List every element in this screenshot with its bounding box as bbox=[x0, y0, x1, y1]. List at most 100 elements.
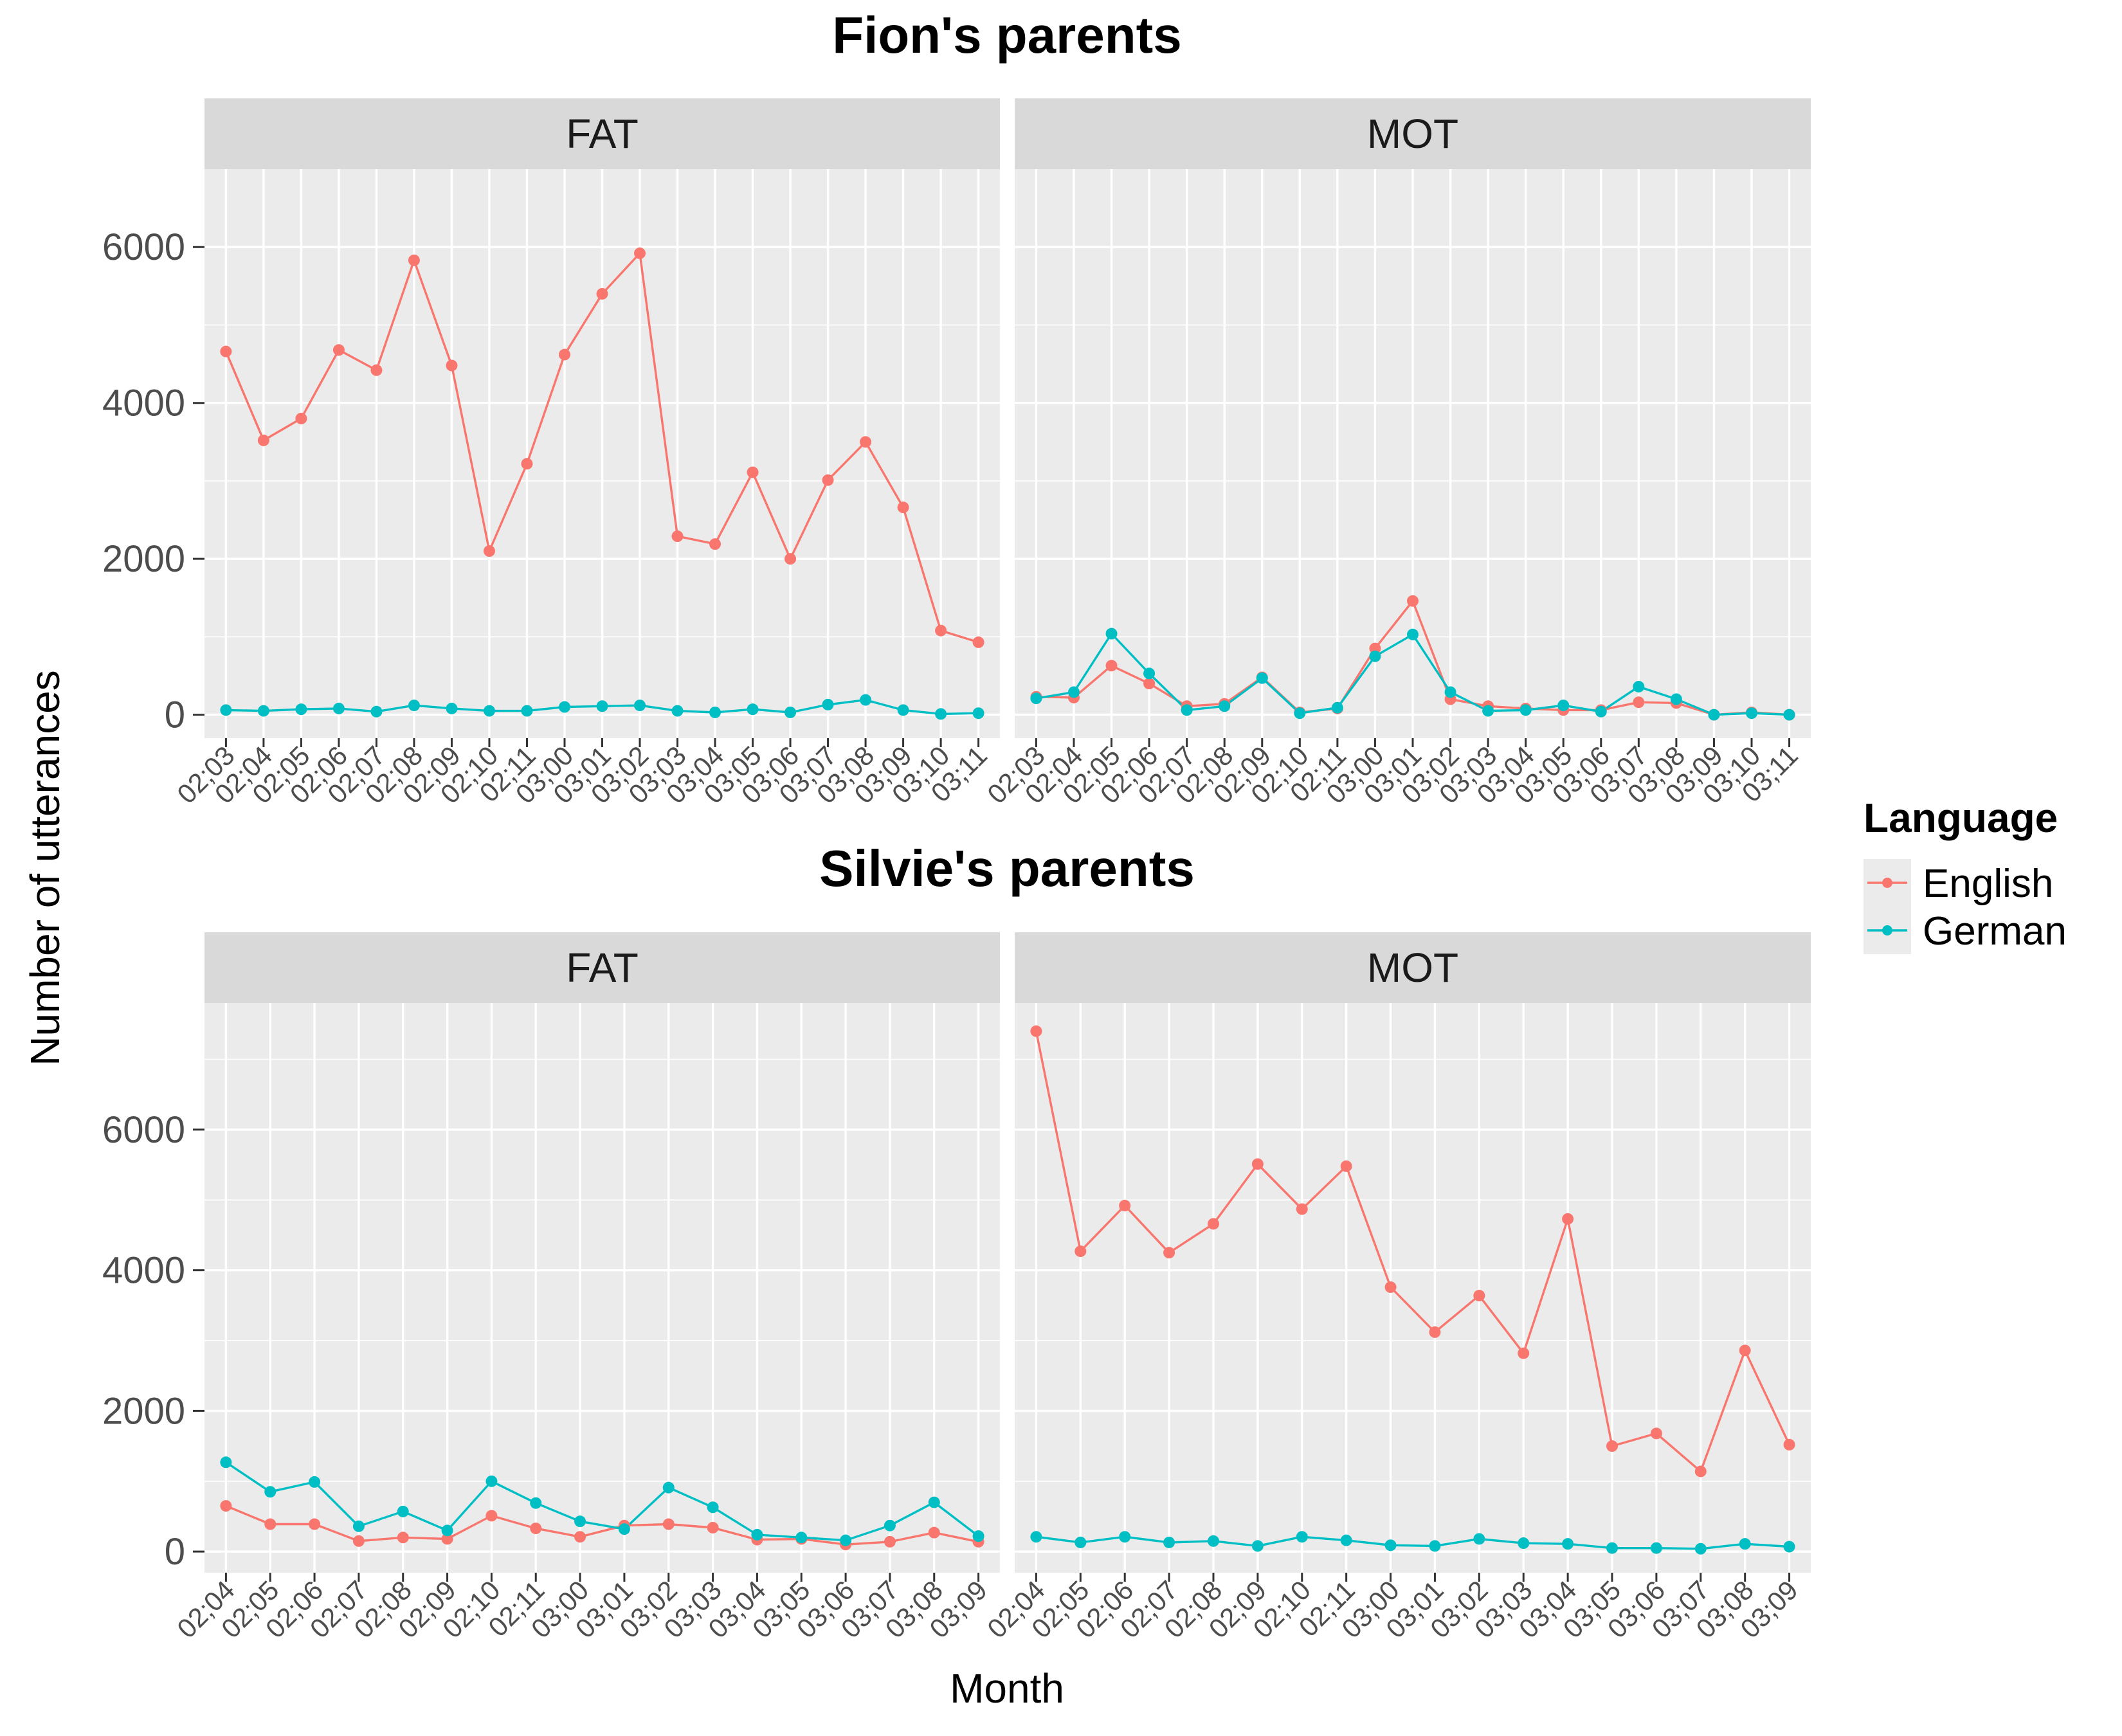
data-point-german bbox=[1340, 1534, 1352, 1546]
data-point-english bbox=[1384, 1281, 1397, 1293]
data-point-german bbox=[747, 703, 759, 716]
data-point-german bbox=[1562, 1538, 1574, 1550]
data-point-english bbox=[332, 344, 345, 356]
data-point-english bbox=[408, 254, 420, 266]
panel-background bbox=[1015, 1003, 1811, 1573]
y-axis-label: Number of utterances bbox=[22, 670, 68, 1065]
data-point-german bbox=[662, 1481, 675, 1494]
facet-strip-label: FAT bbox=[566, 945, 639, 991]
series-line-english bbox=[225, 1505, 979, 1546]
data-point-german bbox=[1557, 700, 1570, 712]
data-point-german bbox=[1670, 693, 1682, 705]
data-point-english bbox=[707, 1521, 719, 1533]
data-point-english bbox=[1694, 1465, 1707, 1478]
data-point-german bbox=[928, 1496, 940, 1508]
data-point-german bbox=[309, 1476, 321, 1488]
data-point-german bbox=[634, 700, 646, 712]
data-point-german bbox=[408, 700, 420, 712]
y-tick-label: 4000 bbox=[102, 1250, 185, 1292]
y-tick-label: 0 bbox=[165, 1531, 185, 1573]
data-point-german bbox=[1369, 650, 1381, 662]
data-point-german bbox=[1429, 1540, 1441, 1552]
data-point-german bbox=[397, 1505, 409, 1517]
data-point-german bbox=[860, 694, 872, 706]
data-point-english bbox=[220, 1500, 232, 1512]
data-point-english bbox=[264, 1518, 277, 1530]
series-line-german bbox=[225, 1461, 979, 1542]
data-point-english bbox=[397, 1532, 409, 1544]
data-point-english bbox=[257, 434, 269, 446]
data-point-english bbox=[521, 458, 533, 470]
data-point-german bbox=[1708, 709, 1720, 721]
data-point-german bbox=[1384, 1539, 1397, 1551]
facet-strip bbox=[1015, 932, 1811, 1003]
data-point-english bbox=[671, 530, 684, 543]
data-point-german bbox=[352, 1520, 365, 1532]
data-point-english bbox=[709, 538, 721, 550]
plot-area: Fion's parents0200040006000FAT02;0302;04… bbox=[102, 6, 1811, 1644]
data-point-german bbox=[1075, 1536, 1087, 1548]
facet-strip bbox=[204, 932, 1000, 1003]
data-point-german bbox=[530, 1497, 542, 1509]
data-point-english bbox=[1783, 1438, 1795, 1451]
data-point-german bbox=[1030, 692, 1042, 705]
data-point-german bbox=[897, 704, 909, 716]
chart-fion-s-parents: Fion's parents 0 2000 4000 6000FAT02;0302;04… bbox=[102, 6, 1811, 809]
y-tick-label: 6000 bbox=[102, 1109, 185, 1151]
data-point-german bbox=[1783, 709, 1795, 721]
data-point-english bbox=[446, 359, 458, 372]
data-point-english bbox=[1650, 1427, 1662, 1440]
data-point-german bbox=[1739, 1538, 1751, 1550]
data-point-german bbox=[1143, 667, 1156, 680]
data-point-german bbox=[707, 1501, 719, 1514]
facet-strip bbox=[1015, 98, 1811, 169]
data-point-english bbox=[483, 545, 495, 557]
data-point-english bbox=[784, 553, 797, 565]
data-point-english bbox=[1075, 1245, 1087, 1258]
data-point-german bbox=[1294, 707, 1306, 719]
data-point-english bbox=[1207, 1218, 1219, 1230]
data-point-german bbox=[1633, 680, 1645, 692]
data-point-german bbox=[1650, 1542, 1662, 1554]
data-point-english bbox=[634, 247, 646, 259]
x-axis-label: Month bbox=[950, 1665, 1064, 1712]
data-point-german bbox=[332, 702, 345, 714]
legend: Language English German bbox=[1864, 795, 2067, 954]
data-point-english bbox=[1633, 696, 1645, 709]
data-point-german bbox=[596, 700, 608, 712]
data-point-german bbox=[1296, 1531, 1308, 1543]
data-point-english bbox=[558, 348, 570, 361]
data-point-german bbox=[1595, 705, 1607, 718]
panel-fat: FAT02;0302;0402;0502;0602;0702;0802;0902… bbox=[171, 98, 1000, 809]
chart-silvie-s-parents: Silvie's parents 0 2000 4000 6000FAT02;0402;… bbox=[102, 840, 1811, 1644]
y-tick-label: 2000 bbox=[102, 538, 185, 580]
data-point-german bbox=[1256, 672, 1268, 684]
data-point-english bbox=[1739, 1344, 1751, 1357]
facet-strip bbox=[204, 98, 1000, 169]
data-point-english bbox=[1473, 1290, 1485, 1302]
data-point-english bbox=[1429, 1326, 1441, 1338]
data-point-german bbox=[1219, 700, 1231, 712]
data-point-german bbox=[1473, 1533, 1485, 1545]
data-point-german bbox=[618, 1523, 630, 1535]
panel-mot: MOT02;0302;0402;0502;0602;0702;0802;0902… bbox=[981, 98, 1811, 809]
data-point-english bbox=[309, 1518, 321, 1530]
data-point-english bbox=[596, 287, 608, 300]
data-point-english bbox=[1407, 595, 1419, 607]
data-point-german bbox=[671, 705, 684, 717]
data-point-german bbox=[1251, 1540, 1264, 1552]
chart-title: Silvie's parents bbox=[819, 840, 1195, 897]
data-point-german bbox=[1407, 628, 1419, 640]
data-point-german bbox=[972, 707, 984, 719]
data-point-german bbox=[220, 704, 232, 716]
data-point-german bbox=[784, 706, 797, 718]
data-point-german bbox=[1030, 1531, 1042, 1543]
data-point-german bbox=[1519, 704, 1532, 716]
data-point-german bbox=[446, 702, 458, 714]
data-point-english bbox=[972, 636, 984, 648]
data-point-english bbox=[530, 1523, 542, 1535]
data-point-german bbox=[574, 1515, 586, 1528]
panel-fat: FAT02;0402;0502;0602;0702;0802;0902;1002… bbox=[171, 932, 1000, 1644]
legend-label-german: German bbox=[1923, 909, 2067, 954]
